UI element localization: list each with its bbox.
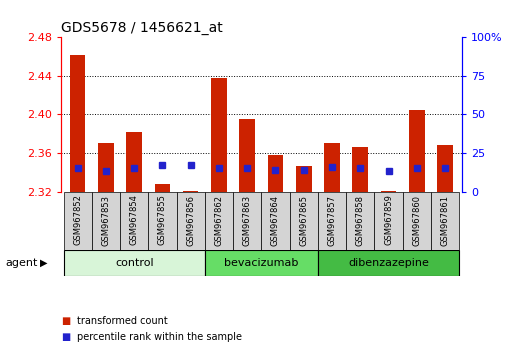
Text: ▶: ▶ [40, 258, 47, 268]
Bar [120, 192, 148, 250]
Bar [346, 192, 374, 250]
Text: ■: ■ [61, 316, 70, 326]
Bar [70, 55, 86, 192]
Bar [126, 132, 142, 192]
Text: transformed count: transformed count [77, 316, 167, 326]
Text: GSM967852: GSM967852 [73, 194, 82, 245]
Text: GSM967865: GSM967865 [299, 194, 308, 246]
Text: GSM967854: GSM967854 [130, 194, 139, 245]
Text: ■: ■ [61, 332, 70, 342]
Text: GSM967861: GSM967861 [440, 194, 449, 246]
Bar [290, 192, 318, 250]
Text: percentile rank within the sample: percentile rank within the sample [77, 332, 242, 342]
Text: GSM967864: GSM967864 [271, 194, 280, 246]
Text: GSM967857: GSM967857 [327, 194, 336, 246]
Bar [183, 190, 199, 192]
Text: GSM967859: GSM967859 [384, 194, 393, 245]
Bar [155, 184, 170, 192]
Text: control: control [115, 258, 154, 268]
Bar [268, 155, 283, 192]
Bar [148, 192, 176, 250]
Bar [318, 250, 459, 276]
Bar [431, 192, 459, 250]
Bar [318, 192, 346, 250]
Bar [374, 192, 403, 250]
Bar [296, 166, 312, 192]
Text: dibenzazepine: dibenzazepine [348, 258, 429, 268]
Bar [98, 143, 114, 192]
Bar [261, 192, 290, 250]
Bar [205, 250, 318, 276]
Bar [92, 192, 120, 250]
Bar [353, 147, 368, 192]
Bar [324, 143, 340, 192]
Bar [437, 145, 453, 192]
Bar [211, 78, 227, 192]
Bar [205, 192, 233, 250]
Bar [63, 250, 205, 276]
Text: GSM967853: GSM967853 [101, 194, 110, 246]
Bar [409, 109, 425, 192]
Text: agent: agent [5, 258, 37, 268]
Bar [381, 190, 397, 192]
Text: GSM967863: GSM967863 [243, 194, 252, 246]
Text: GSM967855: GSM967855 [158, 194, 167, 245]
Text: GSM967858: GSM967858 [356, 194, 365, 246]
Text: GSM967856: GSM967856 [186, 194, 195, 246]
Text: GSM967862: GSM967862 [214, 194, 223, 246]
Bar [63, 192, 92, 250]
Bar [176, 192, 205, 250]
Bar [240, 119, 255, 192]
Text: GDS5678 / 1456621_at: GDS5678 / 1456621_at [61, 21, 222, 35]
Bar [233, 192, 261, 250]
Text: bevacizumab: bevacizumab [224, 258, 298, 268]
Bar [403, 192, 431, 250]
Text: GSM967860: GSM967860 [412, 194, 421, 246]
